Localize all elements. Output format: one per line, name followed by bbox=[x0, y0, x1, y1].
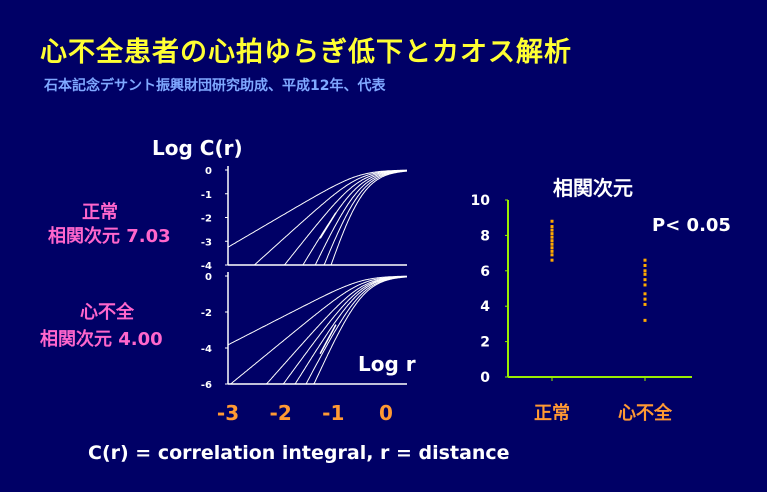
hf-curve bbox=[228, 276, 408, 385]
normal-curve bbox=[228, 170, 407, 266]
x-axis-label: Log r bbox=[358, 352, 416, 376]
slide-subtitle: 石本記念デサント振興財団研究助成、平成12年、代表 bbox=[44, 78, 386, 94]
hf-curve bbox=[228, 276, 408, 385]
dimension-category-label: 心不全 bbox=[618, 402, 673, 424]
hf-x-tick-label: 0 bbox=[379, 401, 393, 425]
hf-curve bbox=[228, 275, 407, 385]
dimension-y-tick-label: 10 bbox=[471, 193, 491, 209]
normal-y-tick-label: -2 bbox=[201, 214, 212, 225]
dimension-data-point bbox=[550, 228, 554, 232]
normal-curve bbox=[228, 169, 407, 266]
dimension-data-point bbox=[643, 318, 647, 322]
normal-y-tick-label: -3 bbox=[201, 237, 212, 248]
dimension-y-tick-label: 6 bbox=[480, 264, 490, 280]
hf-x-tick-label: -1 bbox=[322, 401, 344, 425]
hf-y-tick-label: -2 bbox=[201, 308, 212, 319]
dimension-data-point bbox=[643, 278, 647, 282]
normal-y-tick-label: 0 bbox=[205, 166, 212, 177]
hf-y-tick-label: -4 bbox=[201, 344, 212, 355]
hf-slope-marker bbox=[319, 324, 337, 355]
hf-curve bbox=[228, 276, 407, 385]
dimension-data-point bbox=[550, 246, 554, 250]
normal-curve bbox=[228, 169, 408, 266]
dimension-data-point bbox=[643, 292, 647, 296]
normal-group-label: 正常 bbox=[82, 202, 118, 223]
dimension-y-tick-label: 0 bbox=[480, 370, 490, 386]
dimension-data-point bbox=[550, 242, 554, 246]
normal-curve bbox=[228, 170, 408, 266]
dimension-category-label: 正常 bbox=[534, 402, 570, 424]
normal-slope-marker bbox=[319, 212, 337, 239]
dimension-data-point bbox=[550, 235, 554, 239]
hf-x-tick-label: -2 bbox=[270, 401, 292, 425]
normal-dimension-label: 相関次元 7.03 bbox=[48, 226, 171, 247]
dimension-data-point bbox=[643, 258, 647, 262]
dimension-y-tick-label: 8 bbox=[480, 228, 490, 244]
y-axis-label: Log C(r) bbox=[152, 136, 243, 160]
dimension-y-tick-label: 4 bbox=[480, 299, 490, 315]
dimension-data-point bbox=[643, 263, 647, 267]
dimension-data-point bbox=[550, 219, 554, 223]
footer-definition: C(r) = correlation integral, r = distanc… bbox=[88, 442, 510, 464]
heart-failure-dimension-label: 相関次元 4.00 bbox=[40, 329, 163, 350]
hf-y-tick-label: 0 bbox=[205, 272, 212, 283]
dimension-data-point bbox=[550, 232, 554, 236]
heart-failure-correlation-panel: 0 -2 -4 -6 -3 -2 -1 0 bbox=[201, 272, 408, 425]
normal-curve bbox=[228, 170, 408, 266]
normal-y-tick-label: -1 bbox=[201, 190, 212, 201]
hf-curve bbox=[227, 275, 407, 346]
hf-curve bbox=[228, 276, 407, 385]
slide-title: 心不全患者の心拍ゆらぎ低下とカオス解析 bbox=[40, 37, 572, 68]
normal-curve bbox=[228, 170, 407, 266]
dimension-data-point bbox=[550, 253, 554, 257]
dimension-data-point bbox=[550, 249, 554, 253]
dimension-data-point bbox=[550, 239, 554, 243]
normal-curve bbox=[227, 169, 407, 248]
dimension-data-point bbox=[643, 269, 647, 273]
heart-failure-group-label: 心不全 bbox=[80, 302, 134, 323]
hf-x-tick-label: -3 bbox=[217, 401, 239, 425]
correlation-dimension-panel: 0 2 4 6 8 10 正常 心不全 bbox=[471, 193, 692, 424]
normal-correlation-panel: 0 -1 -2 -3 -4 bbox=[201, 166, 408, 272]
dimension-data-point bbox=[643, 302, 647, 306]
dimension-y-tick-label: 2 bbox=[480, 335, 490, 351]
dimension-chart-title: 相関次元 bbox=[553, 176, 633, 200]
normal-y-tick-label: -4 bbox=[201, 261, 212, 272]
dimension-data-point bbox=[643, 297, 647, 301]
hf-curve bbox=[228, 276, 407, 385]
dimension-data-point bbox=[550, 258, 554, 262]
hf-y-tick-label: -6 bbox=[201, 380, 212, 391]
dimension-data-point bbox=[550, 225, 554, 229]
dimension-data-point bbox=[643, 272, 647, 276]
p-value-annotation: P< 0.05 bbox=[652, 215, 731, 236]
dimension-data-point bbox=[643, 283, 647, 287]
